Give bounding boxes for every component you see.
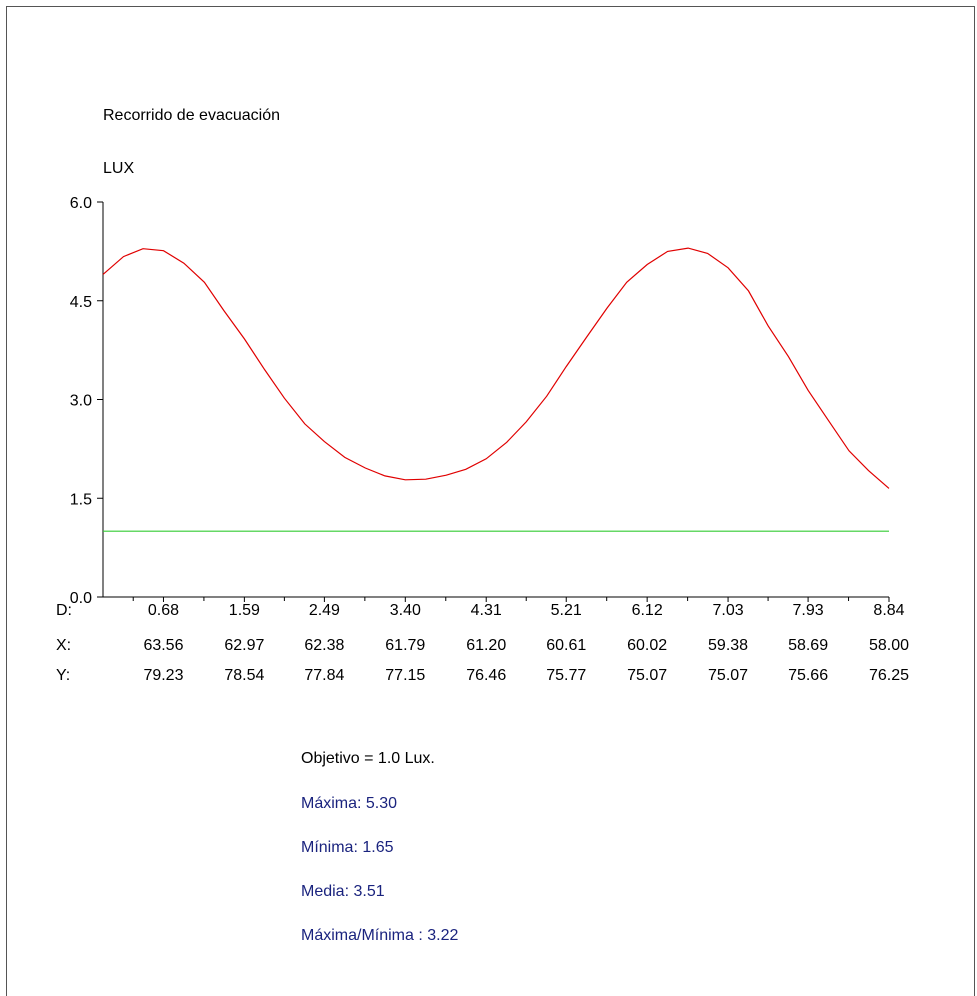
row-value: 59.38 [708, 637, 748, 654]
row-value: 76.25 [869, 667, 909, 684]
row-value: 75.07 [708, 667, 748, 684]
row-value: 78.54 [224, 667, 264, 684]
row-value: 7.03 [712, 602, 743, 619]
y-tick-label: 4.5 [70, 294, 92, 311]
page-frame [6, 6, 975, 996]
row-value: 75.66 [788, 667, 828, 684]
y-tick-label: 1.5 [70, 491, 92, 508]
y-tick-label: 3.0 [70, 393, 92, 410]
y-axis-ticks: 0.0 1.5 3.0 4.5 6.0 [70, 195, 103, 607]
row-value: 8.84 [873, 602, 904, 619]
x-axis-ticks [132, 597, 890, 602]
min-value: Mínima: 1.65 [301, 839, 394, 856]
row-value: 75.77 [546, 667, 586, 684]
row-label: D: [56, 602, 72, 619]
row-value: 58.69 [788, 637, 828, 654]
coordinate-rows: D: 0.68 1.59 2.49 3.40 4.31 5.21 6.12 7.03 7.93 8.… [56, 602, 909, 684]
row-value: 77.15 [385, 667, 425, 684]
y-tick-label: 6.0 [70, 195, 92, 212]
row-value: 1.59 [229, 602, 260, 619]
y-tick-label: 0.0 [70, 590, 92, 607]
row-value: 3.40 [390, 602, 421, 619]
row-value: 4.31 [471, 602, 502, 619]
row-value: 75.07 [627, 667, 667, 684]
mean-value: Media: 3.51 [301, 883, 385, 900]
max-min-ratio: Máxima/Mínima : 3.22 [301, 927, 459, 944]
row-value: 76.46 [466, 667, 506, 684]
max-value: Máxima: 5.30 [301, 795, 398, 812]
chart: 0.0 1.5 3.0 4.5 6.0 D: 0.68 1.59 2.49 3.40 4.31 5.… [56, 195, 909, 684]
row-value: 6.12 [632, 602, 663, 619]
row-value: 2.49 [309, 602, 340, 619]
row-value: 60.61 [546, 637, 586, 654]
row-label: X: [56, 637, 71, 654]
row-value: 58.00 [869, 637, 909, 654]
row-value: 62.97 [224, 637, 264, 654]
chart-title: Recorrido de evacuación [103, 107, 280, 124]
row-value: 0.68 [148, 602, 179, 619]
row-value: 63.56 [143, 637, 183, 654]
row-value: 61.79 [385, 637, 425, 654]
y-axis-label: LUX [103, 160, 135, 177]
row-value: 77.84 [304, 667, 344, 684]
illuminance-line [102, 247, 890, 489]
row-value: 7.93 [793, 602, 824, 619]
series-group [102, 247, 890, 532]
objective-text: Objetivo = 1.0 Lux. [301, 750, 435, 767]
row-value: 62.38 [304, 637, 344, 654]
row-label: Y: [56, 667, 70, 684]
row-value: 79.23 [143, 667, 183, 684]
row-value: 60.02 [627, 637, 667, 654]
row-value: 5.21 [551, 602, 582, 619]
row-value: 61.20 [466, 637, 506, 654]
